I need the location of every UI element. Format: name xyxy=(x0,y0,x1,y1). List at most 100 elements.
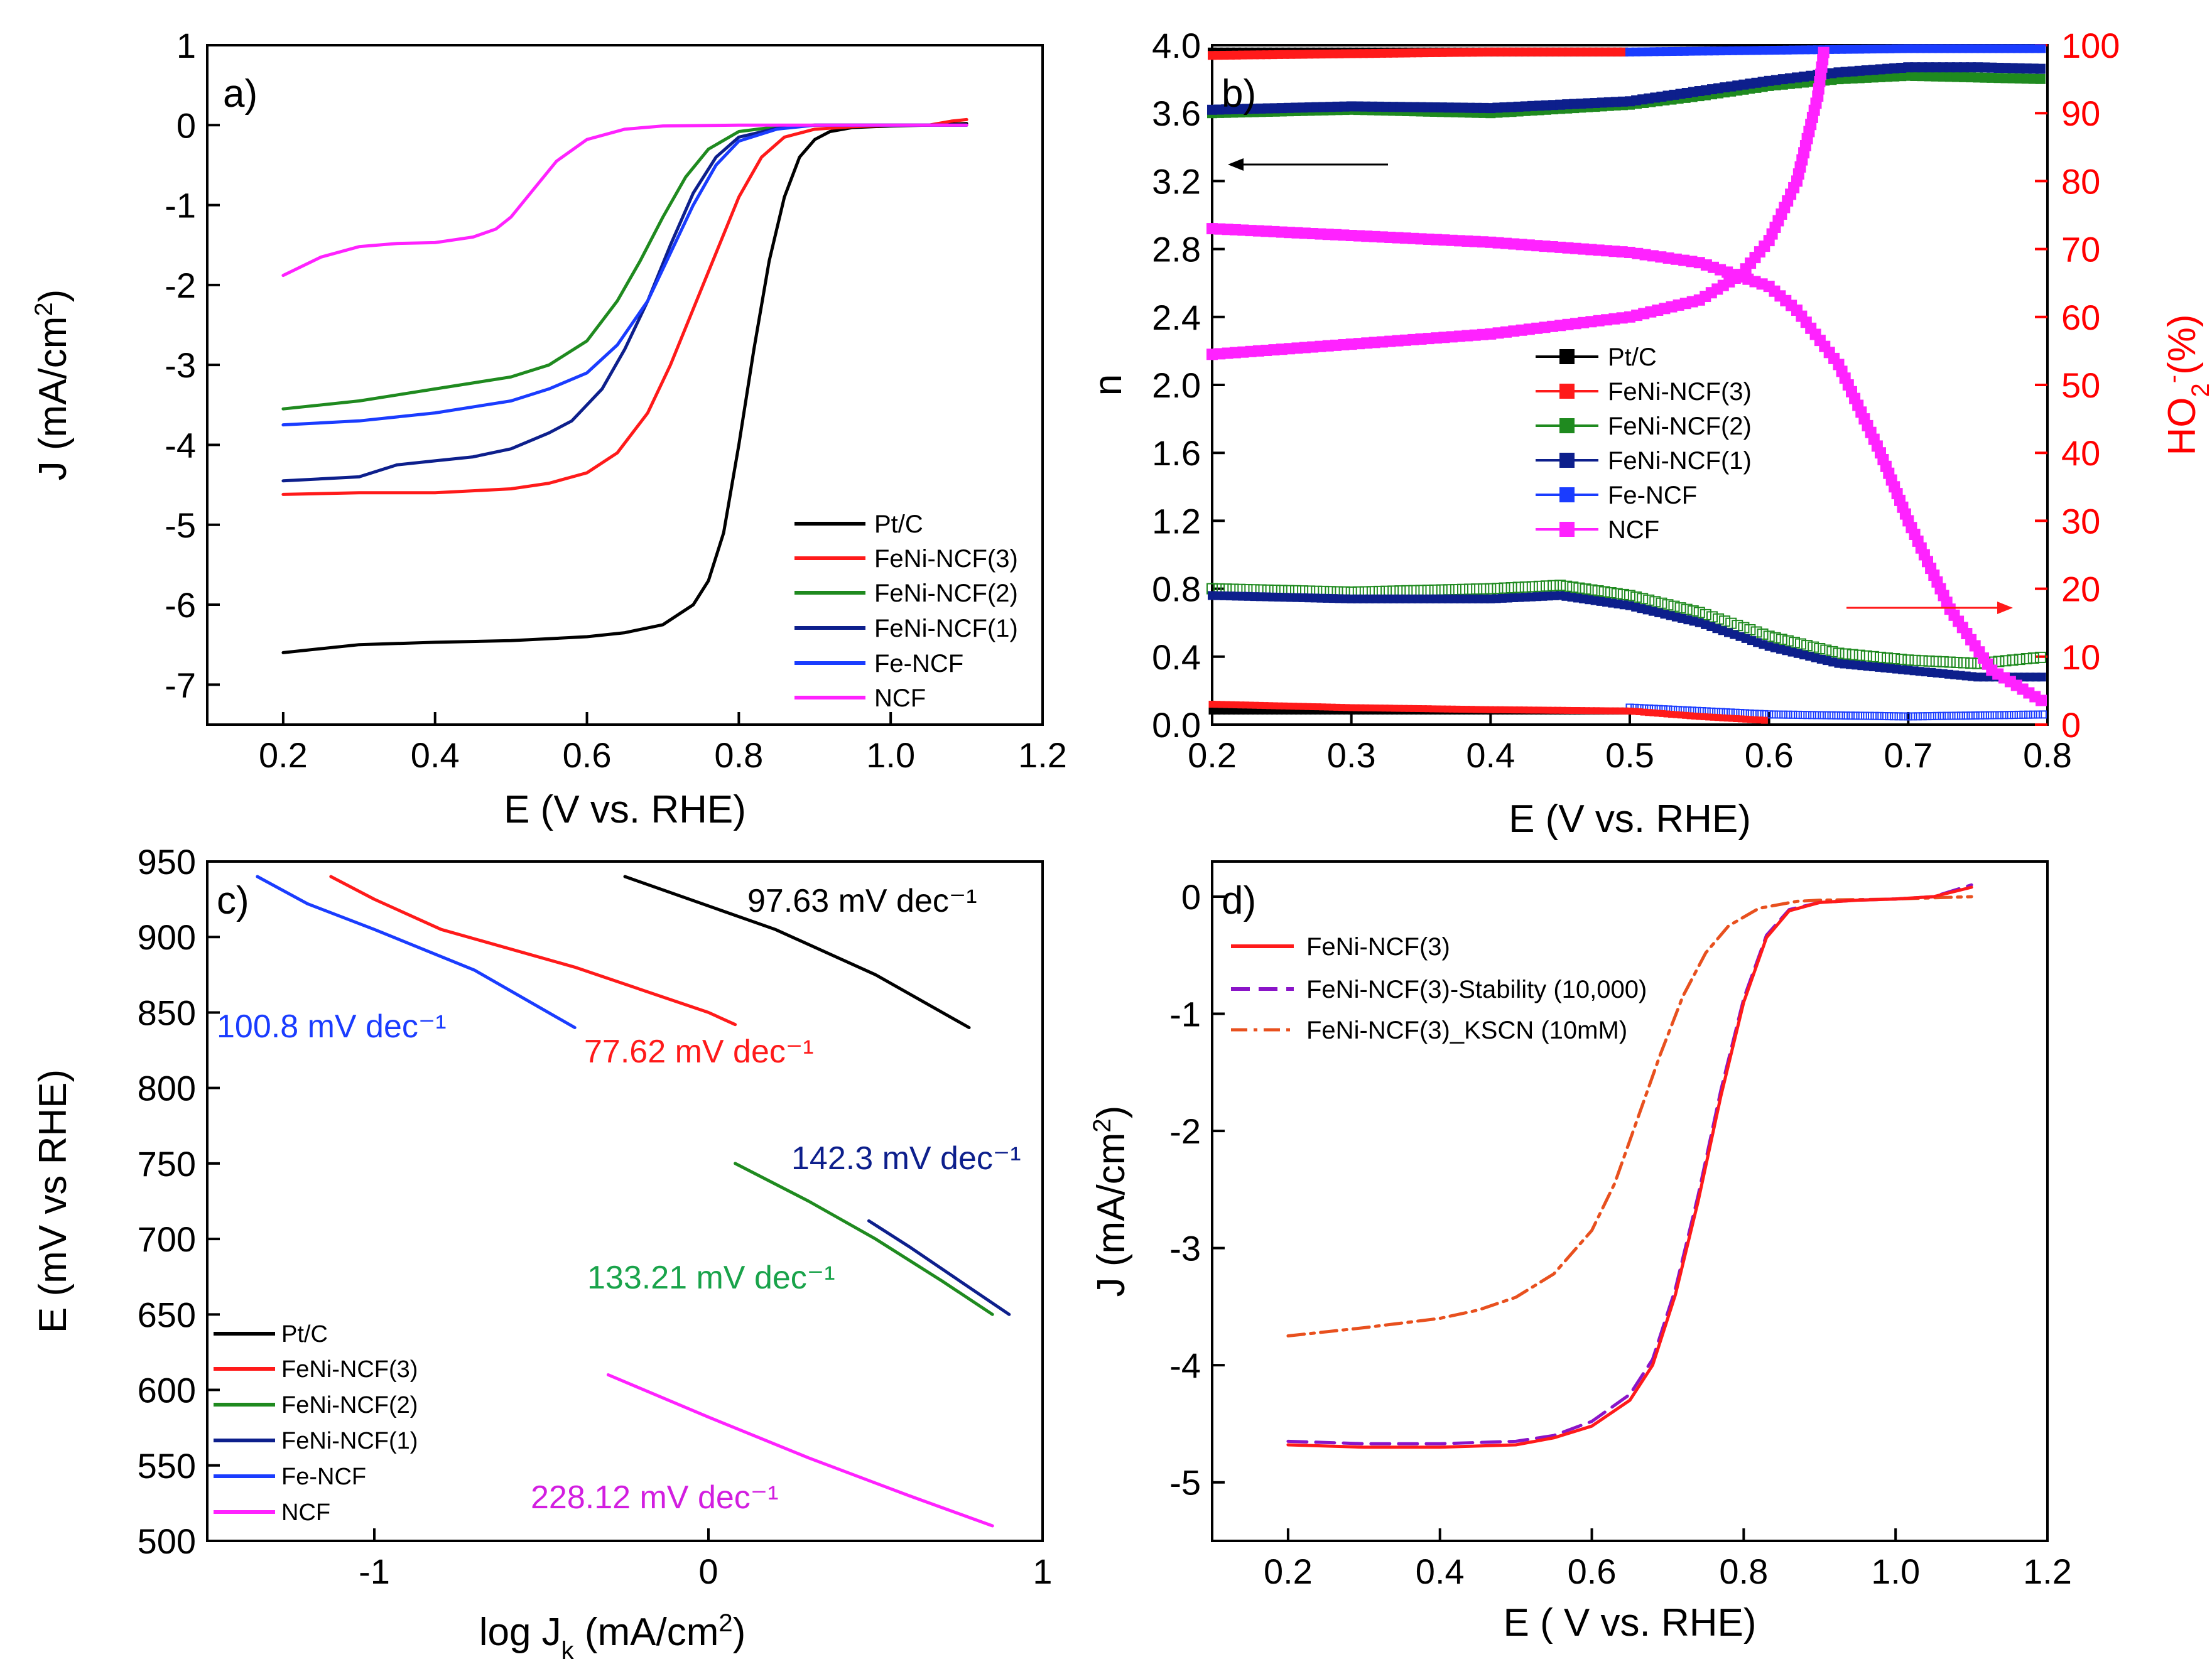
panel-b-ho2-feni-ncf-3-series xyxy=(1677,711,1684,719)
panel-b-ho2-feni-ncf-3-series xyxy=(1640,708,1647,716)
panel-b-ho2-feni-ncf-2-series xyxy=(1526,581,1538,593)
panel-a-frame xyxy=(206,44,1044,726)
panel-b-ho2-fe-ncf-series xyxy=(1894,712,1903,721)
panel-b-ho2-feni-ncf-2-series xyxy=(1895,654,1907,666)
panel-b-ho2-pt-c-series xyxy=(1299,707,1307,715)
panel-a-pt-c-series xyxy=(281,122,968,654)
y-tick-label: 650 xyxy=(138,1295,196,1334)
y-tick-label: -3 xyxy=(1169,1229,1201,1268)
x-tick-label: 0.3 xyxy=(1327,735,1376,775)
panel-b-ho2-fe-ncf-series xyxy=(1794,710,1802,719)
panel-b-ho2-feni-ncf-2-series xyxy=(1700,608,1711,620)
panel-b-ho2-feni-ncf-3-series xyxy=(1760,716,1768,724)
panel-b-ho2-pt-c-series xyxy=(1276,707,1283,715)
panel-b-ho2-feni-ncf-3-series xyxy=(1266,702,1274,710)
panel-b-ho2-feni-ncf-2-series xyxy=(1567,581,1579,593)
panel-b-ho2-feni-ncf-2-series xyxy=(2027,652,2039,664)
panel-b-ho2-feni-ncf-2-series xyxy=(1598,586,1610,598)
panel-b-x-label: E (V vs. RHE) xyxy=(1509,797,1751,841)
panel-b-label: b) xyxy=(1222,72,1256,116)
panel-b-ho2-feni-ncf-3-series xyxy=(1723,715,1731,722)
legend-label: NCF xyxy=(874,684,926,712)
panel-b-ho2-feni-ncf-2-series xyxy=(1415,585,1427,597)
panel-b-ho2-fe-ncf-series xyxy=(2038,710,2047,719)
panel-b-ho2-feni-ncf-3-series xyxy=(1487,706,1494,713)
panel-b-ho2-feni-ncf-3-series xyxy=(1511,706,1519,714)
panel-b-ho2-feni-ncf-2-series xyxy=(1605,587,1617,598)
panel-b-ho2-pt-c-series xyxy=(1213,707,1221,715)
panel-b-ho2-feni-ncf-3-series xyxy=(1492,706,1499,713)
panel-b-ho2-feni-ncf-2-series xyxy=(1923,655,1935,667)
panel-b-ho2-feni-ncf-2-series xyxy=(1429,584,1441,596)
legend-label: FeNi-NCF(2) xyxy=(874,580,1018,607)
panel-b-ho2-feni-ncf-3-series xyxy=(1682,711,1689,719)
panel-d-label: d) xyxy=(1222,879,1256,922)
panel-b-ho2-feni-ncf-2-series xyxy=(1769,632,1781,644)
panel-b-ho2-fe-ncf-series xyxy=(1952,711,1961,720)
y-tick-label: -5 xyxy=(165,505,196,545)
panel-b-ho2-feni-ncf-2-series xyxy=(1541,580,1552,592)
panel-b-ho2-fe-ncf-series xyxy=(1976,711,1985,720)
y-tick-label: 1.2 xyxy=(1152,501,1201,541)
panel-b-ho2-feni-ncf-2-series xyxy=(1776,634,1787,645)
panel-b-ho2-feni-ncf-2-series xyxy=(1846,649,1858,661)
panel-b-ho2-feni-ncf-3-series xyxy=(1719,714,1727,721)
panel-b-ho2-feni-ncf-3-series xyxy=(1295,703,1303,710)
y-tick-label: 1 xyxy=(176,26,196,65)
y-tick-label: -7 xyxy=(165,665,196,705)
panel-b-ho2-fe-ncf-series xyxy=(2014,710,2023,719)
panel-b-ho2-fe-ncf-series xyxy=(1985,711,1994,720)
panel-b-ho2-feni-ncf-2-series xyxy=(1902,654,1914,666)
y-tick-label: 700 xyxy=(138,1219,196,1259)
panel-b-ho2-feni-ncf-3-series xyxy=(1281,702,1288,710)
y-tick-label: -3 xyxy=(165,345,196,385)
x-tick-label: 0.5 xyxy=(1605,735,1654,775)
panel-b-ho2-pt-c-series xyxy=(1242,707,1249,715)
panel-b-legend: Pt/C FeNi-NCF(3) FeNi-NCF(2) FeNi-NCF(1)… xyxy=(1536,343,1752,544)
y-tick-label: -4 xyxy=(1169,1346,1201,1385)
panel-b-ho2-feni-ncf-3-series xyxy=(1372,705,1379,711)
legend-label: Pt/C xyxy=(874,510,923,538)
panel-b-ho2-feni-ncf-2-series xyxy=(1882,652,1894,664)
panel-b-ho2-feni-ncf-2-series xyxy=(1750,626,1762,638)
panel-b-ho2-pt-c-series xyxy=(1338,707,1345,715)
panel-d-feni-ncf-3-series xyxy=(1286,885,1973,1449)
x-tick-label: 0.6 xyxy=(563,735,612,775)
panel-b-ho2-feni-ncf-3-series xyxy=(1544,706,1552,714)
panel-b-ho2-feni-ncf-2-series xyxy=(1656,597,1667,609)
y-tick-label: 900 xyxy=(138,917,196,957)
legend-marker xyxy=(1559,349,1575,364)
slope-label-pt-c: 97.63 mV dec⁻¹ xyxy=(747,883,977,919)
panel-b-ho2-fe-ncf-series xyxy=(1827,711,1836,720)
panel-c-pt-c-series xyxy=(623,875,971,1029)
panel-c-feni-ncf-2-series xyxy=(734,1162,994,1316)
panel-b-ho2-feni-ncf-3-series xyxy=(1635,708,1643,715)
panel-b-ho2-fe-ncf-series xyxy=(1779,710,1788,719)
y-tick-label: 1.6 xyxy=(1152,433,1201,473)
panel-b-ho2-feni-ncf-2-series xyxy=(1408,585,1420,597)
panel-b-ho2-feni-ncf-3-series xyxy=(1737,715,1745,723)
panel-b-ho2-feni-ncf-2-series xyxy=(1789,637,1800,649)
panel-b-ho2-feni-ncf-2-series xyxy=(1573,582,1585,594)
panel-b-ho2-feni-ncf-3-series xyxy=(1377,705,1384,712)
panel-b-ho2-feni-ncf-2-series xyxy=(1471,583,1483,595)
panel-b-ho2-feni-ncf-3-series xyxy=(1458,706,1465,713)
panel-b-ho2-fe-ncf-series xyxy=(1961,711,1970,720)
y-tick-label: 0 xyxy=(1181,877,1201,917)
panel-b-ho2-fe-ncf-series xyxy=(1856,711,1865,720)
panel-b-ho2-feni-ncf-2-series xyxy=(1464,583,1476,595)
panel-b-ho2-feni-ncf-3-series xyxy=(1497,706,1504,713)
panel-b-ho2-feni-ncf-3-series xyxy=(1261,702,1269,710)
panel-b-ho2-feni-ncf-3-series xyxy=(1472,706,1480,713)
y2-tick-label: 10 xyxy=(2061,637,2100,677)
panel-b-ho2-pt-c-series xyxy=(1237,707,1245,715)
y2-tick-label: 20 xyxy=(2061,570,2100,609)
x-tick-label: 1.0 xyxy=(866,735,915,775)
panel-b-ho2-feni-ncf-3-series xyxy=(1668,711,1675,718)
panel-b-ho2-feni-ncf-3-series xyxy=(1338,704,1345,711)
legend-label: FeNi-NCF(1) xyxy=(874,615,1018,642)
panel-b-ho2-feni-ncf-3-series xyxy=(1401,705,1408,712)
panel-b-ho2-fe-ncf-series xyxy=(2000,711,2009,720)
panel-b-ho2-pt-c-series xyxy=(1304,707,1312,715)
